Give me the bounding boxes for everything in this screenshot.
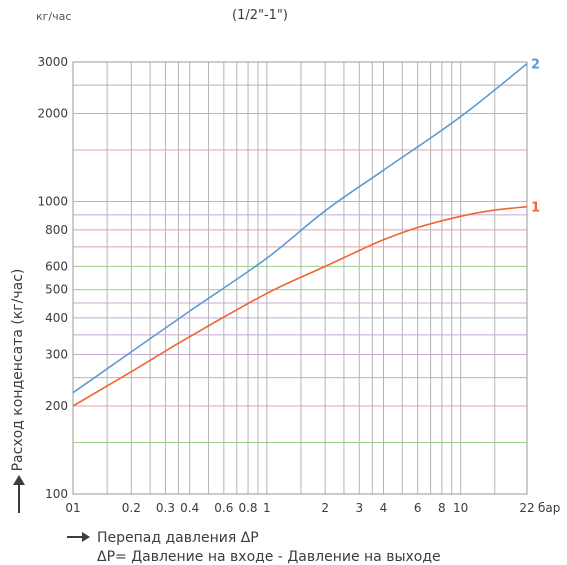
y-tick-label: 300 (45, 347, 68, 361)
x-tick-label: 3 (355, 501, 363, 515)
x-tick-label: 10 (453, 501, 468, 515)
x-tick-label: 4 (380, 501, 388, 515)
y-unit-label: кг/час (36, 10, 71, 23)
x-tick-label: 01 (65, 501, 80, 515)
y-tick-label: 3000 (37, 55, 68, 69)
y-axis-title: Расход конденсата (кг/час) (10, 269, 26, 513)
x-unit-label: бар (538, 501, 560, 515)
x-tick-label: 0.6 (214, 501, 233, 515)
series-line-1 (72, 205, 528, 407)
y-tick-label: 800 (45, 223, 68, 237)
series-line-2 (72, 63, 528, 394)
y-axis-label: Расход конденсата (кг/час) (10, 269, 26, 472)
x-tick-label: 0.8 (238, 501, 257, 515)
x-tick-label: 0.3 (156, 501, 175, 515)
series-label-2: 2 (531, 58, 540, 73)
chart-title: (1/2"-1") (232, 8, 288, 23)
x-tick-label: 6 (414, 501, 422, 515)
series-label-1: 1 (531, 201, 540, 216)
x-tick-label: 8 (438, 501, 446, 515)
y-tick-label: 400 (45, 311, 68, 325)
series-lines: 21 (72, 58, 540, 407)
x-tick-label: 1 (263, 501, 271, 515)
x-axis-note: ΔP= Давление на входе - Давление на выхо… (97, 549, 441, 565)
x-tick-label: 0.4 (180, 501, 199, 515)
plot-frame (72, 61, 528, 495)
y-tick-label: 100 (45, 487, 68, 501)
x-tick-label: 22 (519, 501, 534, 515)
y-tick-labels: 100 200 300 400 500 600 800 1000 2000 3000 (37, 55, 68, 501)
y-tick-label: 1000 (37, 195, 68, 209)
y-axis-arrowhead-icon (13, 475, 25, 485)
y-tick-label: 200 (45, 399, 68, 413)
x-tick-labels: 01 0.2 0.3 0.4 0.6 0.8 1 2 3 4 6 8 10 22 (65, 501, 534, 515)
x-tick-label: 2 (321, 501, 329, 515)
y-tick-label: 500 (45, 283, 68, 297)
x-tick-label: 0.2 (122, 501, 141, 515)
y-tick-label: 2000 (37, 106, 68, 120)
y-tick-label: 600 (45, 259, 68, 273)
x-axis-arrowhead-icon (82, 532, 90, 542)
x-axis-title: Перепад давления ΔP ΔP= Давление на вход… (67, 530, 441, 565)
x-axis-label: Перепад давления ΔP (97, 530, 259, 546)
